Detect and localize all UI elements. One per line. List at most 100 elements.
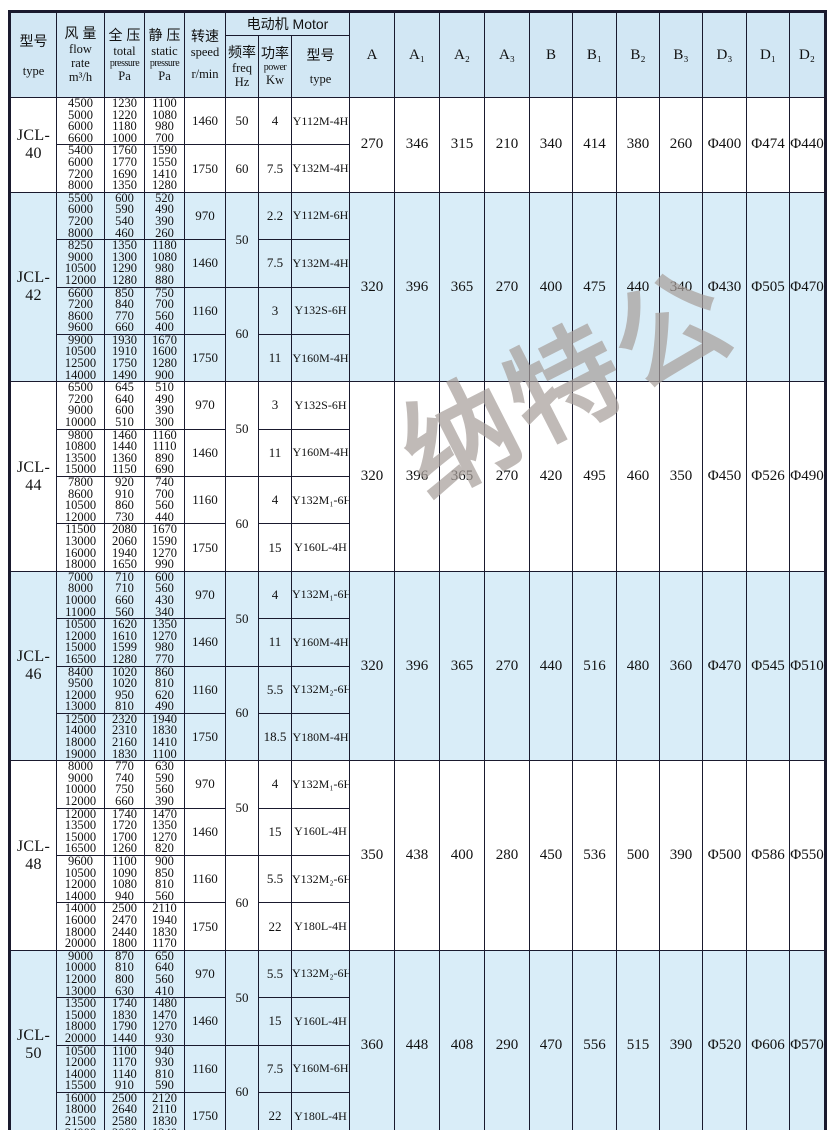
value-line: 910 <box>115 486 134 501</box>
column-header-dim-D1: D₁ <box>746 11 790 98</box>
speed-cell: 970 <box>184 381 226 430</box>
dimension-cell: 315 <box>439 97 485 193</box>
dimension-cell: Φ400 <box>702 97 747 193</box>
static-pressure-cell: 1670 1590 1270 990 <box>144 523 185 572</box>
value-line: 810 <box>115 699 134 714</box>
value-line: 1440 <box>112 1030 137 1045</box>
power-cell: 22 <box>258 1091 292 1130</box>
power-cell: 3 <box>258 381 292 430</box>
value-line: 1410 <box>152 735 177 750</box>
static-pressure-cell: 2110 1940 1830 1170 <box>144 902 185 951</box>
value-line: 930 <box>155 1030 174 1045</box>
value-line: 1280 <box>112 272 137 287</box>
value-line: 1410 <box>152 166 177 181</box>
speed-cell: 970 <box>184 191 226 241</box>
value-line: 590 <box>115 202 134 217</box>
dimension-cell: 440 <box>529 570 573 762</box>
header-label: pressure <box>149 57 180 69</box>
value-line: 13500 <box>64 997 97 1011</box>
value-line: 7800 <box>68 476 93 489</box>
value-line: 600 <box>155 571 174 584</box>
frequency-cell: 60 <box>225 476 259 572</box>
value-line: 10500 <box>64 618 97 632</box>
dimension-cell: 270 <box>484 381 530 572</box>
dimension-cell: 448 <box>394 949 440 1130</box>
dimension-cell: Φ586 <box>746 760 790 951</box>
value-line: 18000 <box>64 735 97 750</box>
value-line: 900 <box>155 855 174 868</box>
flow-rate-cell: 9000 10000 12000 13000 <box>56 949 105 999</box>
value-line: 730 <box>115 509 134 524</box>
dimension-cell: Φ545 <box>746 570 790 762</box>
header-label: power <box>263 62 287 73</box>
speed-cell: 1460 <box>184 96 226 146</box>
value-line: 6000 <box>68 119 93 134</box>
value-line: 12000 <box>64 1055 97 1070</box>
motor-model-cell: Y180L-4H <box>291 1091 350 1130</box>
motor-model-cell: Y132M₂-6H <box>291 949 350 999</box>
motor-model-cell: Y112M-6H <box>291 191 350 241</box>
value-line: 460 <box>115 225 134 240</box>
value-line: 2110 <box>152 902 177 916</box>
value-line: 1100 <box>152 97 177 110</box>
model-cell: JCL-50 <box>9 949 57 1130</box>
value-line: 15500 <box>64 1078 97 1093</box>
flow-rate-cell: 8000 9000 10000 12000 <box>56 760 105 809</box>
value-line: 12500 <box>64 713 97 726</box>
value-line: 1350 <box>152 818 177 833</box>
header-label: type <box>309 72 332 86</box>
dimension-cell: Φ606 <box>746 949 790 1130</box>
header-label: 型号 <box>19 32 48 49</box>
speed-cell: 970 <box>184 949 226 999</box>
value-line: 13500 <box>64 450 97 465</box>
column-header-power: 功率 power Kw <box>258 35 292 98</box>
dimension-cell: 340 <box>529 97 573 193</box>
value-line: 1280 <box>112 651 137 666</box>
spec-row: JCL-40 4500 5000 6000 6600 1230 1220 1180 1000 11… <box>9 96 826 193</box>
value-line: 560 <box>155 498 174 513</box>
value-line: 630 <box>115 983 134 998</box>
spec-row: JCL-50 9000 10000 12000 13000 870 810 800 630 650… <box>9 949 826 1130</box>
value-line: 12500 <box>64 356 97 371</box>
value-line: 1230 <box>112 97 137 110</box>
value-line: 5500 <box>68 192 93 205</box>
header-label: total <box>113 43 136 58</box>
motor-model-cell: Y180L-4H <box>291 902 350 951</box>
total-pressure-cell: 1620 1610 1599 1280 <box>104 618 145 667</box>
dimension-cell: 450 <box>529 760 573 951</box>
value-line: 12000 <box>64 272 97 287</box>
spec-row: 5400 6000 7200 8000 1760 1770 1690 1350 1590 1550… <box>10 144 826 193</box>
value-line: 2440 <box>112 924 137 939</box>
dimension-cell: 380 <box>616 97 660 193</box>
dimension-cell: 480 <box>616 570 660 762</box>
value-line: 700 <box>155 297 174 312</box>
value-line: 10500 <box>64 498 97 513</box>
dimension-cell: Φ550 <box>789 760 826 951</box>
value-line: 820 <box>155 841 174 856</box>
dimension-cell: 290 <box>484 949 530 1130</box>
spec-row: JCL-42 5500 6000 7200 8000 600 590 540 460 520 490… <box>9 191 826 383</box>
value-line: 8000 <box>68 225 93 240</box>
value-line: 390 <box>155 403 174 418</box>
value-line: 880 <box>155 272 174 287</box>
total-pressure-cell: 870 810 800 630 <box>104 949 145 999</box>
flow-rate-cell: 9600 10500 12000 14000 <box>56 854 105 904</box>
value-line: 14000 <box>64 902 97 916</box>
value-line: 810 <box>155 877 174 892</box>
value-line: 20000 <box>64 1030 97 1045</box>
fan-specification-table: 型号 type 风 量 flow rate m³/h 全 压 total pre… <box>8 10 827 1130</box>
speed-cell: 970 <box>184 760 226 809</box>
value-line: 510 <box>155 381 174 395</box>
value-line: 14000 <box>64 723 97 738</box>
value-line: 14000 <box>64 888 97 903</box>
flow-rate-cell: 4500 5000 6000 6600 <box>56 96 105 146</box>
static-pressure-cell: 900 850 810 560 <box>144 854 185 904</box>
header-label: 风 量 <box>64 25 97 41</box>
value-line: 1280 <box>152 356 177 371</box>
dimension-cell: 360 <box>349 949 395 1130</box>
motor-model-cell: Y132S-6H <box>291 381 350 430</box>
dimension-cell: Φ474 <box>746 97 790 193</box>
spec-row: 7800 8600 10500 12000 920 910 860 730 740 700 560 4… <box>10 475 826 572</box>
value-line: 1760 <box>112 144 137 158</box>
spec-row: 9800 10800 13500 15000 1460 1440 1360 1150 1160 1… <box>10 428 826 478</box>
